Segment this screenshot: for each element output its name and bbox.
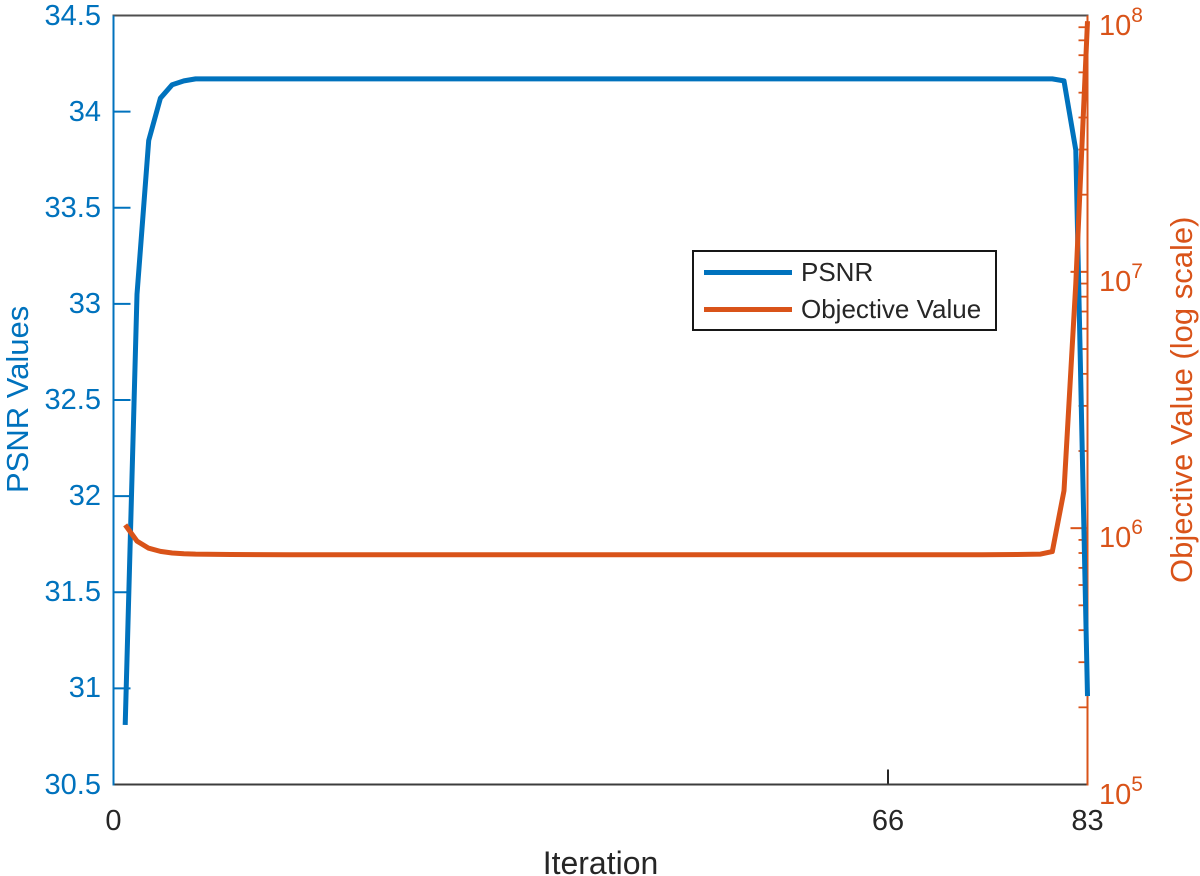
y-left-tick-label-31.5: 31.5	[44, 576, 101, 609]
x-tick-label-66: 66	[871, 805, 905, 837]
y-right-tick-label-1e8: 108	[1099, 3, 1143, 42]
y-left-tick-label-33: 33	[68, 287, 101, 320]
y-left-tick-label-30.5: 30.5	[44, 768, 101, 801]
legend-item-psnr: PSNR	[694, 256, 995, 287]
objective-line	[123, 21, 1090, 558]
legend-line-sample-psnr	[704, 269, 792, 275]
y-right-tick-label-1e6: 106	[1099, 516, 1143, 555]
y-axis-label-right: Objective Value (log scale)	[1164, 216, 1199, 583]
legend-box: PSNR Objective Value	[692, 250, 997, 331]
y-axis-label-left: PSNR Values	[0, 305, 35, 494]
y-left-tick-label-32: 32	[68, 480, 101, 513]
y-left-tick-label-34: 34	[68, 95, 101, 128]
y-right-tick-label-1e7: 107	[1099, 259, 1143, 298]
y-left-tick-label-34.5: 34.5	[44, 0, 101, 32]
y-left-tick-label-31: 31	[68, 672, 101, 705]
x-tick-label-83: 83	[1071, 805, 1104, 837]
x-tick-label-0: 0	[105, 805, 122, 837]
y-right-tick-label-1e5: 105	[1099, 772, 1143, 811]
y-left-tick-label-32.5: 32.5	[44, 384, 101, 416]
x-axis-label: Iteration	[542, 845, 659, 876]
y-left-tick-label-33.5: 33.5	[44, 191, 101, 224]
legend-line-sample-objective	[704, 306, 792, 312]
legend-item-objective: Objective Value	[694, 293, 995, 324]
legend-label-psnr: PSNR	[801, 256, 874, 287]
psnr-line	[122, 76, 1090, 725]
legend-label-objective: Objective Value	[801, 293, 982, 324]
